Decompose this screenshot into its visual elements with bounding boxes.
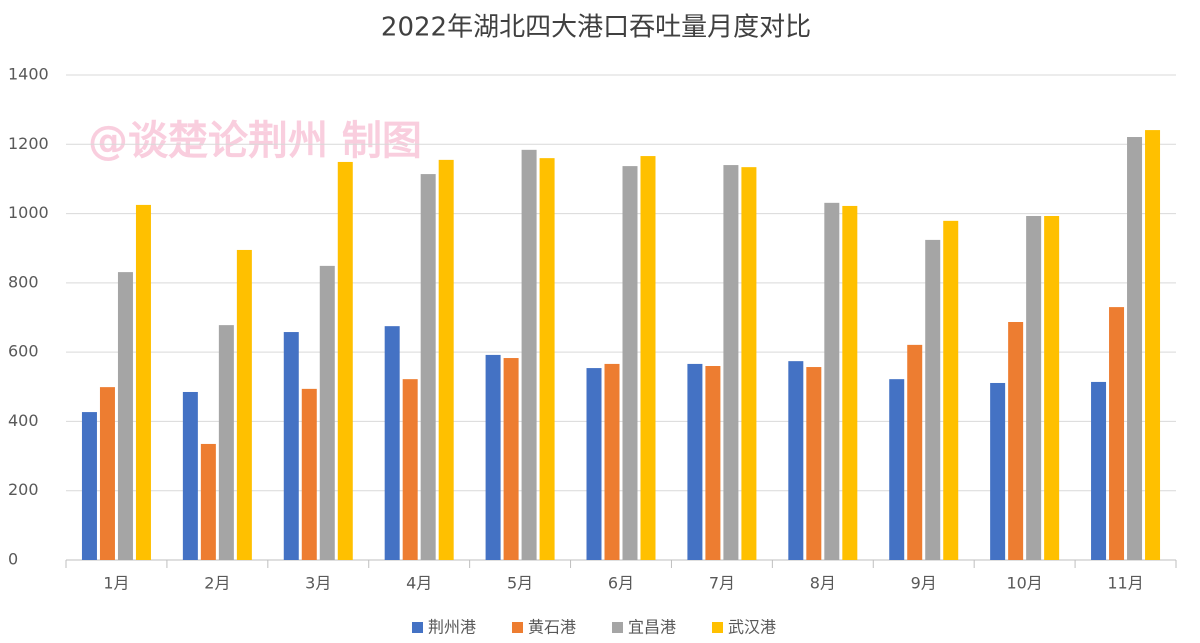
bar: [586, 368, 602, 560]
bar: [200, 443, 216, 560]
y-tick-label: 1400: [8, 65, 49, 84]
bar: [842, 205, 858, 560]
bar: [485, 354, 501, 560]
bar: [788, 361, 804, 560]
bar: [824, 202, 840, 560]
x-tick-label: 2月: [204, 574, 230, 593]
bar: [604, 363, 620, 560]
y-tick-label: 200: [8, 480, 39, 499]
x-tick-label: 9月: [911, 574, 937, 593]
bar: [806, 367, 822, 560]
bar: [301, 388, 317, 560]
bar: [182, 391, 198, 560]
x-tick-label: 1月: [103, 574, 129, 593]
bar: [889, 379, 905, 560]
bar: [438, 159, 454, 560]
bar: [420, 174, 436, 561]
legend-swatch: [412, 622, 423, 633]
bar: [705, 366, 721, 560]
bar: [81, 412, 97, 560]
bar: [622, 166, 638, 560]
bar: [521, 149, 537, 561]
y-tick-label: 0: [8, 550, 18, 569]
x-tick-label: 5月: [507, 574, 533, 593]
y-tick-label: 1000: [8, 203, 49, 222]
legend-swatch: [612, 622, 623, 633]
legend-label: 黄石港: [528, 618, 576, 637]
x-tick-label: 4月: [406, 574, 432, 593]
y-tick-label: 1200: [8, 134, 49, 153]
bar: [1127, 137, 1143, 560]
bar: [1026, 215, 1042, 560]
bar: [1008, 322, 1024, 560]
chart-title: 2022年湖北四大港口吞吐量月度对比: [381, 13, 811, 43]
bar: [925, 239, 941, 560]
bar: [943, 220, 959, 560]
bar: [687, 363, 703, 560]
legend-label: 宜昌港: [628, 618, 676, 637]
bar: [384, 326, 400, 560]
bar: [741, 167, 757, 560]
bar: [907, 344, 923, 560]
bar: [236, 249, 252, 561]
bar: [218, 325, 234, 560]
legend-label: 武汉港: [728, 618, 776, 637]
bar: [337, 161, 353, 561]
bar: [1044, 215, 1060, 560]
bar: [99, 387, 115, 560]
x-tick-label: 6月: [608, 574, 634, 593]
bar: [1109, 307, 1125, 560]
x-tick-label: 11月: [1107, 574, 1143, 593]
bar: [319, 265, 335, 560]
bar: [503, 358, 519, 560]
x-tick-label: 3月: [305, 574, 331, 593]
bar: [990, 382, 1006, 560]
bar: [539, 158, 555, 560]
bar: [1091, 381, 1107, 560]
y-tick-label: 400: [8, 411, 39, 430]
y-tick-label: 600: [8, 342, 39, 361]
legend-swatch: [512, 622, 523, 633]
y-tick-label: 800: [8, 272, 39, 291]
legend-label: 荆州港: [428, 618, 476, 637]
bar: [723, 165, 739, 561]
bar: [135, 204, 151, 561]
bar: [640, 156, 656, 561]
bar: [283, 332, 299, 560]
bar: [1145, 130, 1161, 560]
x-tick-label: 10月: [1006, 574, 1042, 593]
bar: [402, 379, 418, 560]
bar: [117, 272, 133, 560]
x-tick-label: 8月: [810, 574, 836, 593]
x-tick-label: 7月: [709, 574, 735, 593]
watermark: @谈楚论荆州 制图: [88, 118, 422, 164]
legend-swatch: [712, 622, 723, 633]
